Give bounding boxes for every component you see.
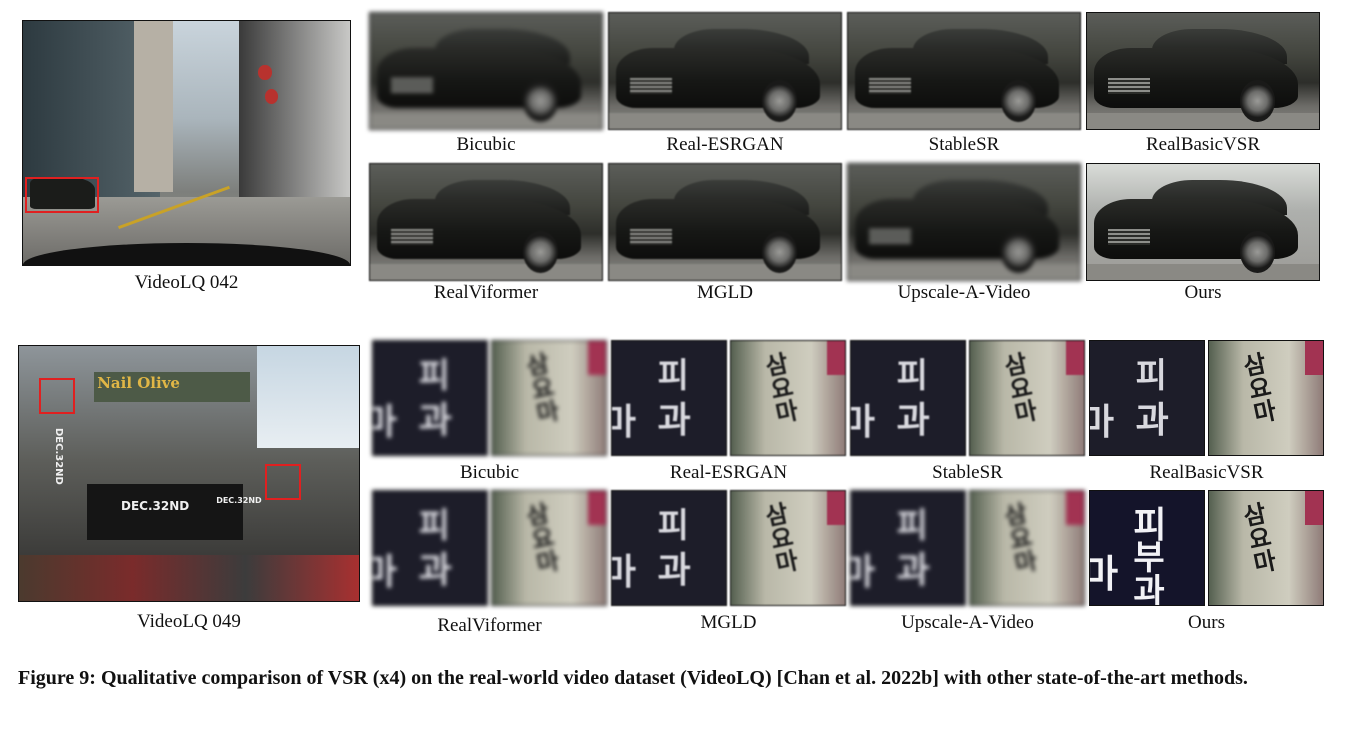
figure-caption: Figure 9: Qualitative comparison of VSR …: [18, 667, 1248, 689]
crop-bicubic-left: 피 마 과: [372, 340, 488, 456]
crop-realbasicvsr-left: 피 마 과: [1089, 340, 1205, 456]
crop-realviformer-left: 피 마 과: [372, 490, 488, 606]
crop-highlight-box: [25, 177, 99, 213]
crop-realbasicvsr: [1086, 12, 1320, 130]
method-label: MGLD: [700, 612, 757, 633]
source-image-videolq-042: [22, 20, 351, 266]
source-label: VideoLQ 049: [137, 611, 241, 632]
method-label: Ours: [1188, 612, 1225, 633]
method-label: RealBasicVSR: [1146, 134, 1260, 155]
source-image-videolq-049: Nail Olive DEC.32ND DEC.32ND DEC.32ND: [18, 345, 360, 602]
method-label: StableSR: [932, 462, 1003, 483]
crop-highlight-box-left: [39, 378, 75, 414]
method-label: Upscale-A-Video: [897, 282, 1031, 303]
crop-mgld-right: 삼요마: [730, 490, 846, 606]
method-label: RealViformer: [437, 615, 542, 636]
crop-stablesr-left: 피 마 과: [850, 340, 966, 456]
crop-realbasicvsr-right: 삼요마: [1208, 340, 1324, 456]
method-label: Bicubic: [456, 134, 516, 155]
method-label: RealBasicVSR: [1149, 462, 1264, 483]
method-label: MGLD: [697, 282, 753, 303]
crop-bicubic: [369, 12, 603, 130]
crop-realviformer-right: 삼요마: [491, 490, 607, 606]
method-label: Real-ESRGAN: [666, 134, 784, 155]
crop-upscale-a-video: [847, 163, 1081, 281]
vertical-banner-text: DEC.32ND: [53, 427, 64, 485]
storefront-sign: Nail Olive: [97, 374, 180, 393]
method-label: Upscale-A-Video: [901, 612, 1034, 633]
crop-upscale-a-video-right: 삼요마: [969, 490, 1085, 606]
method-label: StableSR: [928, 134, 1000, 155]
banner-text: DEC.32ND: [121, 499, 190, 513]
crop-upscale-a-video-left: 피 마 과: [850, 490, 966, 606]
crop-ours-right: 삼요마: [1208, 490, 1324, 606]
crop-bicubic-right: 삼요마: [491, 340, 607, 456]
crop-real-esrgan-right: 삼요마: [730, 340, 846, 456]
crop-ours-left: 피 부 마 과: [1089, 490, 1205, 606]
method-label: Real-ESRGAN: [669, 462, 788, 483]
method-label: Bicubic: [459, 462, 520, 483]
crop-realviformer: [369, 163, 603, 281]
crop-stablesr: [847, 12, 1081, 130]
crop-mgld: [608, 163, 842, 281]
crop-mgld-left: 피 마 과: [611, 490, 727, 606]
crop-real-esrgan: [608, 12, 842, 130]
crop-stablesr-right: 삼요마: [969, 340, 1085, 456]
banner-side-text: DEC.32ND: [216, 496, 262, 506]
crop-highlight-box-right: [265, 464, 301, 500]
method-label: Ours: [1184, 282, 1222, 303]
crop-ours: [1086, 163, 1320, 281]
source-label: VideoLQ 042: [134, 272, 239, 293]
method-label: RealViformer: [433, 282, 539, 303]
crop-real-esrgan-left: 피 마 과: [611, 340, 727, 456]
